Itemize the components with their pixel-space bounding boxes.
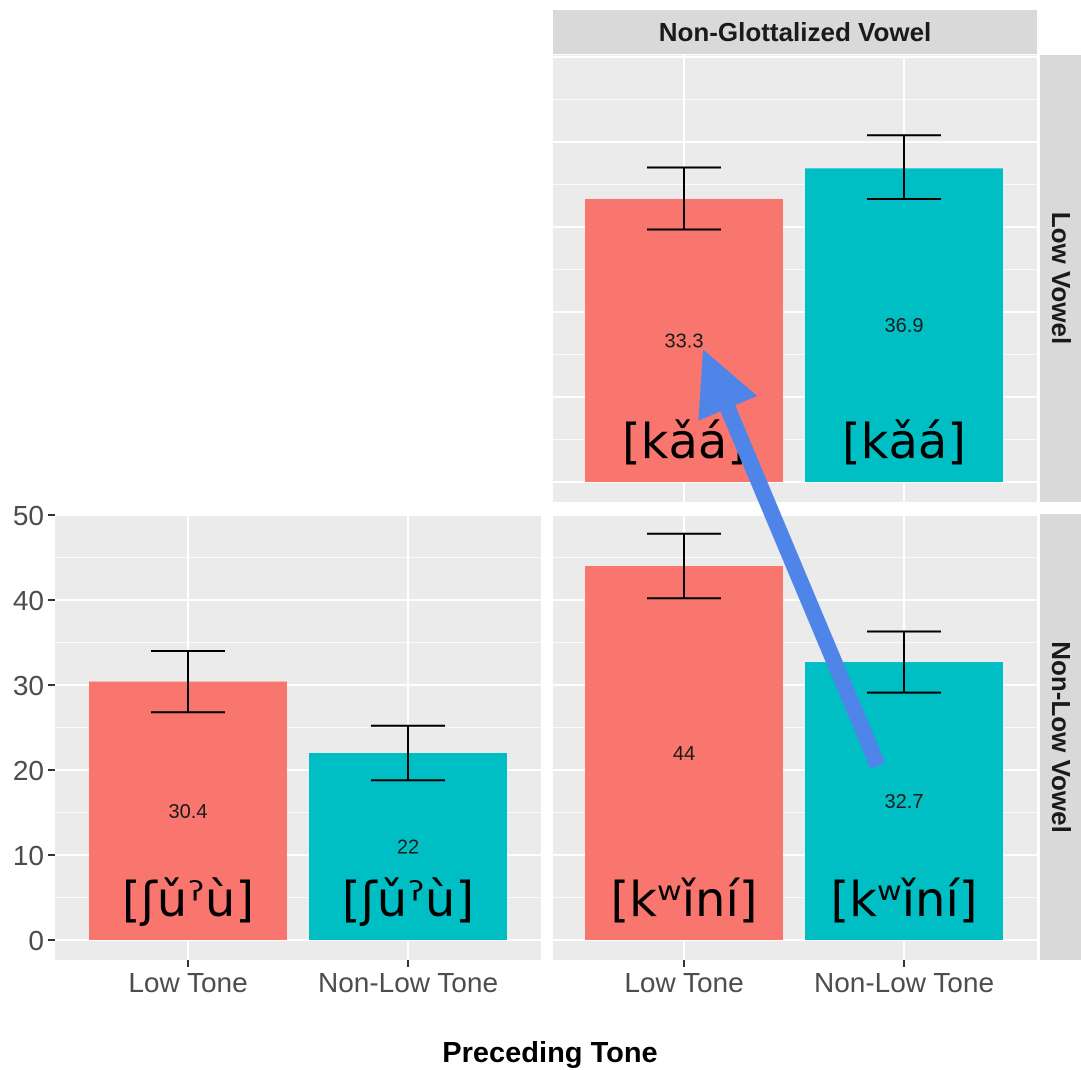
row-strip-bottom-label: Non-Low Vowel	[1046, 641, 1076, 833]
x-axis-title: Preceding Tone	[442, 1037, 657, 1069]
y-tick-label: 20	[13, 755, 44, 786]
column-strip-label: Non-Glottalized Vowel	[659, 17, 932, 47]
word-label: [ʃǔˀù]	[122, 872, 254, 928]
bar	[805, 168, 1003, 482]
x-axis-right: Low Tone Non-Low Tone	[624, 960, 994, 998]
value-label: 32.7	[885, 791, 924, 813]
row-strip-top-label: Low Vowel	[1046, 212, 1076, 344]
word-label: [kǎá]	[622, 414, 746, 470]
value-label: 44	[673, 743, 695, 765]
word-label: [kʷǐní]	[830, 872, 977, 928]
bar	[585, 566, 783, 940]
value-label: 30.4	[169, 801, 208, 823]
value-label: 22	[397, 837, 419, 859]
annotation-arrow	[698, 349, 886, 770]
x-tick-label-low-tone: Low Tone	[624, 967, 743, 998]
bar	[309, 753, 507, 940]
x-tick-label-non-low-tone: Non-Low Tone	[318, 967, 498, 998]
bar	[585, 198, 783, 482]
panel-non-glottalized-low-vowel: 33.3 [kǎá] 36.9 [kǎá]	[553, 55, 1037, 502]
y-tick-label: 10	[13, 840, 44, 871]
word-label: [kʷǐní]	[610, 872, 757, 928]
y-tick-label: 30	[13, 670, 44, 701]
value-label: 36.9	[885, 315, 924, 337]
x-tick-label-non-low-tone: Non-Low Tone	[814, 967, 994, 998]
y-tick-label: 40	[13, 585, 44, 616]
bar	[89, 681, 287, 940]
y-tick-label: 50	[13, 500, 44, 531]
x-tick-label-low-tone: Low Tone	[128, 967, 247, 998]
row-strip-top-background	[1040, 55, 1081, 502]
word-label: [ʃǔˀù]	[342, 872, 474, 928]
panel-glottalized-non-low-vowel: 30.4 [ʃǔˀù] 22 [ʃǔˀù]	[55, 514, 541, 960]
value-label: 33.3	[665, 330, 704, 352]
y-tick-label: 0	[28, 925, 44, 956]
y-axis: 0 10 20 30 40 50	[13, 500, 55, 956]
column-strip-background	[553, 10, 1037, 54]
x-axis-left: Low Tone Non-Low Tone	[128, 960, 498, 998]
word-label: [kǎá]	[842, 414, 966, 470]
row-strip-bottom-background	[1040, 514, 1081, 960]
bar	[805, 662, 1003, 940]
